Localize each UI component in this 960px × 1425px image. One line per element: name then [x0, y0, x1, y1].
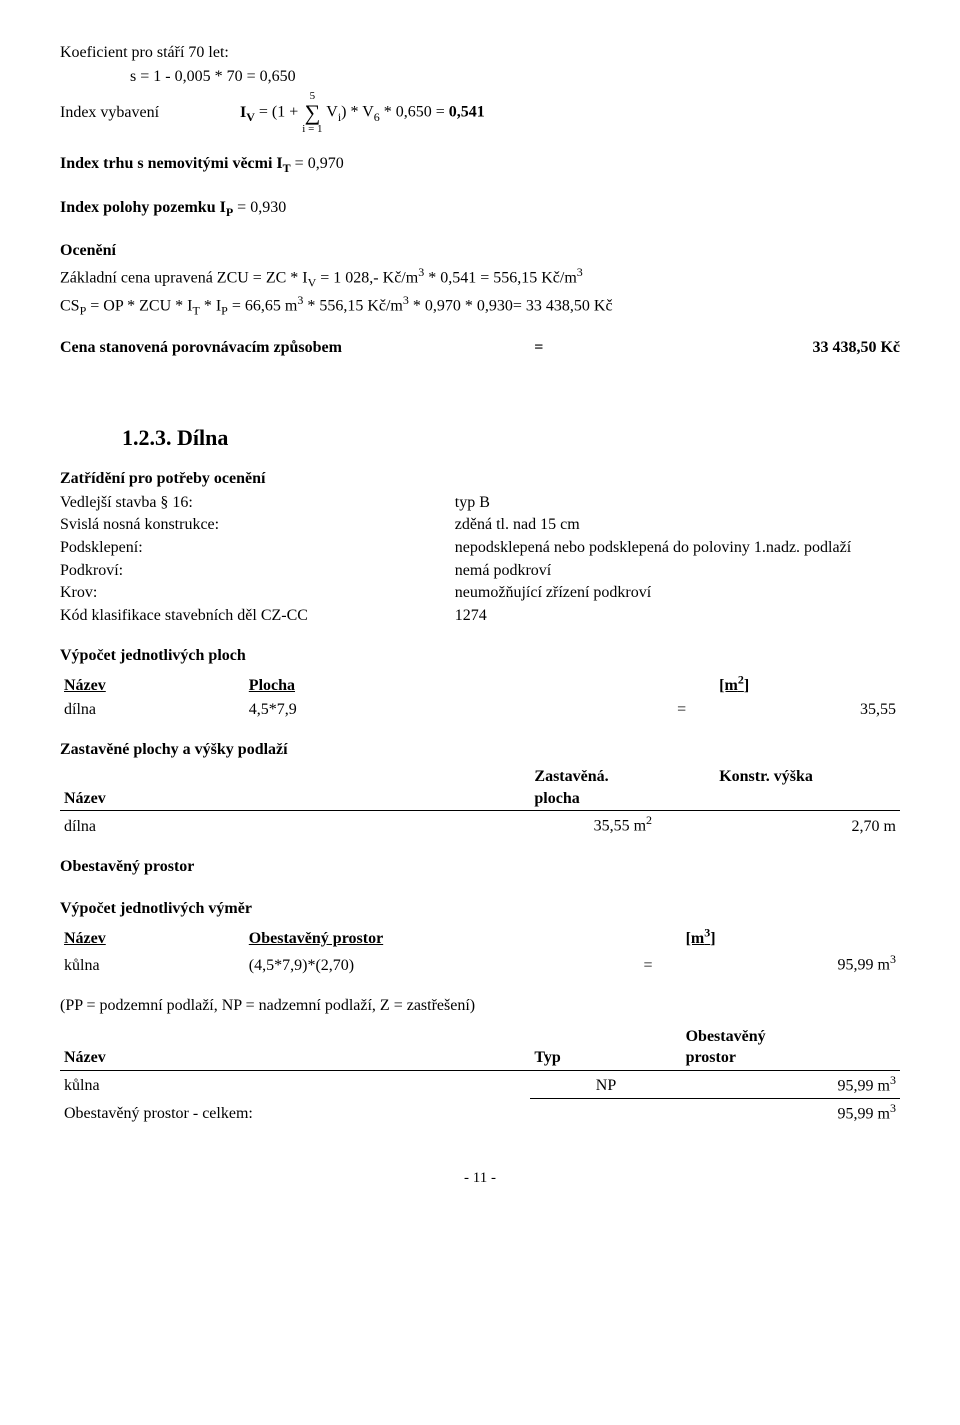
page-number: - 11 - — [60, 1168, 900, 1188]
index-vybaveni-label: Index vybavení — [60, 102, 240, 124]
cell-plocha: 4,5*7,9 — [245, 698, 648, 722]
table-row: Obestavěný prostor - celkem: 95,99 m3 — [60, 1098, 900, 1125]
oceneni-heading: Ocenění — [60, 240, 900, 262]
pp-np-note: (PP = podzemní podlaží, NP = nadzemní po… — [60, 995, 900, 1017]
cena-result-value: 33 438,50 Kč — [581, 337, 900, 359]
zatrid-value: zděná tl. nad 15 cm — [455, 514, 900, 536]
cell-total-label: Obestavěný prostor - celkem: — [60, 1098, 530, 1125]
section-heading-dilna: 1.2.3. Dílna — [122, 423, 900, 453]
fin-col-typ: Typ — [530, 1025, 681, 1071]
cell-nazev: kůlna — [60, 950, 245, 977]
zatrideni-heading: Zatřídění pro potřeby ocenění — [60, 468, 900, 490]
coefficient-title: Koeficient pro stáří 70 let: — [60, 42, 900, 64]
zatrid-label: Podkroví: — [60, 560, 455, 582]
cell-vyska: 2,70 m — [715, 811, 900, 838]
zast-col-nazev: Název — [60, 765, 530, 811]
cell-nazev: dílna — [60, 811, 530, 838]
cell-value: 95,99 m3 — [682, 1071, 900, 1099]
obestaveny-prostor-heading: Obestavěný prostor — [60, 856, 900, 878]
csp-line: CSP = OP * ZCU * IT * IP = 66,65 m3 * 55… — [60, 292, 900, 319]
zastavene-plochy-heading: Zastavěné plochy a výšky podlaží — [60, 739, 900, 761]
cell-typ: NP — [530, 1071, 681, 1099]
vymer-col-nazev: Název — [60, 923, 245, 950]
zatrid-value: nemá podkroví — [455, 560, 900, 582]
zatrid-label: Vedlejší stavba § 16: — [60, 492, 455, 514]
vymer-col-obest: Obestavěný prostor — [245, 923, 615, 950]
cell-formula: (4,5*7,9)*(2,70) — [245, 950, 615, 977]
cena-result-eq: = — [497, 337, 581, 359]
table-row: kůlna (4,5*7,9)*(2,70) = 95,99 m3 — [60, 950, 900, 977]
index-vybaveni-formula: IV = (1 + 5∑i = 1 Vi) * V6 * 0,650 = 0,5… — [240, 91, 485, 135]
zastavene-table: Název Zastavěná.plocha Konstr. výška díl… — [60, 765, 900, 838]
zatrid-row: Svislá nosná konstrukce: zděná tl. nad 1… — [60, 514, 900, 536]
cell-plocha: 35,55 m2 — [530, 811, 715, 838]
zatrid-label: Podsklepení: — [60, 537, 455, 559]
zatrid-row: Krov: neumožňující zřízení podkroví — [60, 582, 900, 604]
zatrid-label: Kód klasifikace stavebních děl CZ-CC — [60, 605, 455, 627]
zatrid-value: nepodsklepená nebo podsklepená do polovi… — [455, 537, 900, 559]
vymer-table: Název Obestavěný prostor [m3] kůlna (4,5… — [60, 923, 900, 977]
cell-nazev: dílna — [60, 698, 245, 722]
zast-col-plocha: Zastavěná.plocha — [530, 765, 715, 811]
plochy-col-unit: [m2] — [715, 671, 900, 698]
vypocet-vymer-heading: Výpočet jednotlivých výměr — [60, 898, 900, 920]
cell-value: 35,55 — [715, 698, 900, 722]
cena-result-label: Cena stanovená porovnávacím způsobem — [60, 337, 497, 359]
cell-nazev: kůlna — [60, 1071, 530, 1099]
zatrid-value: 1274 — [455, 605, 900, 627]
cell-eq: = — [614, 950, 681, 977]
zatrid-label: Krov: — [60, 582, 455, 604]
fin-col-nazev: Název — [60, 1025, 530, 1071]
coefficient-formula: s = 1 - 0,005 * 70 = 0,650 — [130, 66, 900, 88]
plochy-table: Název Plocha [m2] dílna 4,5*7,9 = 35,55 — [60, 671, 900, 722]
table-row: kůlna NP 95,99 m3 — [60, 1071, 900, 1099]
cell-total-value: 95,99 m3 — [682, 1098, 900, 1125]
cell-value: 95,99 m3 — [682, 950, 900, 977]
final-table: Název Typ Obestavěnýprostor kůlna NP 95,… — [60, 1025, 900, 1126]
cena-result-row: Cena stanovená porovnávacím způsobem = 3… — [60, 337, 900, 359]
vypocet-ploch-heading: Výpočet jednotlivých ploch — [60, 645, 900, 667]
zatrid-row: Vedlejší stavba § 16: typ B — [60, 492, 900, 514]
vymer-col-unit: [m3] — [682, 923, 900, 950]
zcu-line: Základní cena upravená ZCU = ZC * IV = 1… — [60, 264, 900, 291]
zast-col-vyska: Konstr. výška — [715, 765, 900, 811]
cell-eq: = — [648, 698, 715, 722]
index-polohy-line: Index polohy pozemku IP = 0,930 — [60, 197, 900, 220]
zatrid-row: Podkroví: nemá podkroví — [60, 560, 900, 582]
index-trhu-line: Index trhu s nemovitými věcmi IT = 0,970 — [60, 153, 900, 176]
table-row: dílna 4,5*7,9 = 35,55 — [60, 698, 900, 722]
zatrid-row: Podsklepení: nepodsklepená nebo podsklep… — [60, 537, 900, 559]
zatrid-label: Svislá nosná konstrukce: — [60, 514, 455, 536]
table-row: dílna 35,55 m2 2,70 m — [60, 811, 900, 838]
zatrid-value: typ B — [455, 492, 900, 514]
fin-col-obest: Obestavěnýprostor — [682, 1025, 900, 1071]
plochy-col-nazev: Název — [60, 671, 245, 698]
plochy-col-plocha: Plocha — [245, 671, 648, 698]
zatrid-row: Kód klasifikace stavebních děl CZ-CC 127… — [60, 605, 900, 627]
zatrid-value: neumožňující zřízení podkroví — [455, 582, 900, 604]
